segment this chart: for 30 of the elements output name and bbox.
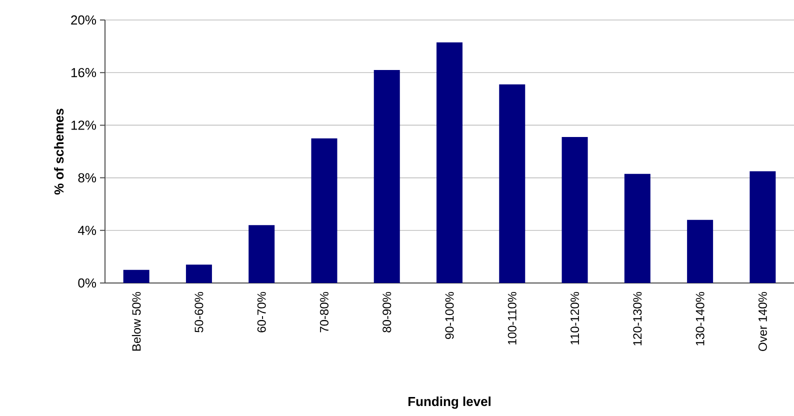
x-tick-label: 130-140% — [696, 292, 704, 346]
bar — [750, 171, 776, 283]
bar — [186, 264, 212, 283]
bar — [374, 70, 400, 283]
x-tick-label: Below 50% — [132, 292, 141, 351]
x-tick-label: 110-120% — [570, 292, 580, 344]
x-tick-label: 120-130% — [633, 292, 642, 346]
x-tick-label: 80-90% — [382, 292, 392, 332]
bar — [499, 84, 526, 283]
x-tick-label: 70-80% — [320, 292, 328, 332]
bar — [311, 138, 338, 283]
x-tick-label: 50-60% — [194, 292, 204, 332]
y-tick-label: 20% — [71, 15, 96, 25]
y-tick-label: 0% — [78, 278, 96, 288]
x-tick-label: 100-110% — [508, 292, 516, 344]
bar — [436, 42, 463, 283]
x-axis-title: Funding level — [408, 396, 490, 409]
bar — [687, 220, 714, 283]
y-axis-title: % of schemes — [54, 108, 64, 195]
bar — [248, 225, 275, 283]
x-tick-label: 60-70% — [257, 292, 266, 332]
bar — [123, 270, 150, 283]
y-tick-label: 16% — [71, 68, 96, 78]
bar — [624, 174, 650, 283]
y-tick-label: 12% — [71, 120, 96, 130]
x-tick-label: 90-100% — [445, 292, 454, 339]
y-tick-label: 4% — [78, 226, 96, 235]
bar — [562, 137, 588, 283]
x-tick-label: Over 140% — [758, 292, 767, 351]
y-tick-label: 8% — [78, 173, 96, 182]
